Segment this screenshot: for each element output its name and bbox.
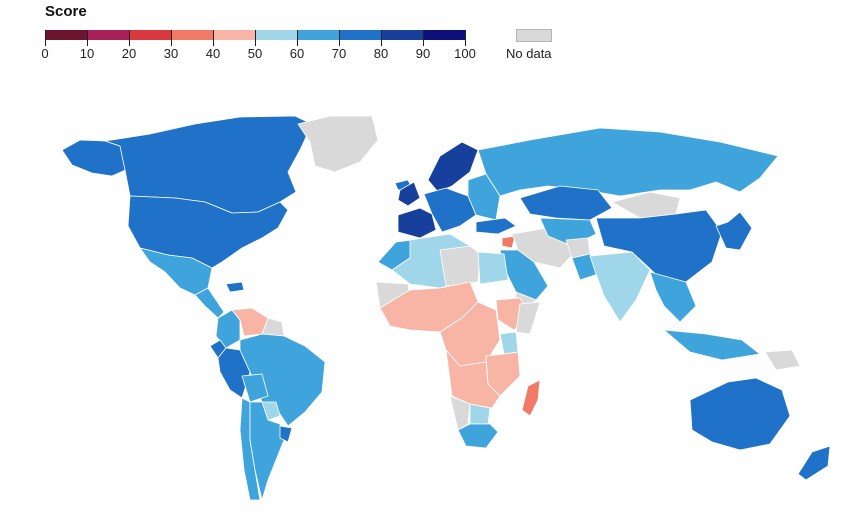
legend-swatch-3 [172, 30, 213, 40]
legend-tick-label-6: 60 [289, 46, 305, 61]
legend-swatch-4 [214, 30, 255, 40]
legend-tick-10 [465, 30, 466, 46]
region-syria [501, 235, 516, 249]
region-canada [104, 115, 313, 214]
region-australia [689, 377, 791, 451]
legend-tick-3 [171, 30, 172, 46]
legend-tick-label-2: 20 [121, 46, 137, 61]
region-india [589, 251, 651, 323]
region-namibia [449, 395, 471, 431]
no-data-swatch [516, 29, 552, 42]
region-uk-ireland [397, 181, 421, 207]
legend-swatch-8 [382, 30, 423, 40]
legend-tick-label-3: 30 [163, 46, 179, 61]
legend-tick-0 [45, 30, 46, 46]
region-botswana [469, 403, 491, 425]
legend-swatch-7 [340, 30, 381, 40]
legend-swatch-0 [46, 30, 87, 40]
legend-tick-9 [423, 30, 424, 46]
region-madagascar [521, 379, 541, 417]
region-indonesia [663, 329, 761, 361]
legend-tick-label-1: 10 [79, 46, 95, 61]
legend-swatch-5 [256, 30, 297, 40]
region-somalia [515, 301, 541, 335]
legend-tick-6 [297, 30, 298, 46]
region-southeast-asia [649, 271, 697, 323]
region-central-europe [423, 187, 477, 233]
legend-swatch-2 [130, 30, 171, 40]
region-argentina [249, 401, 285, 501]
legend-swatch-9 [424, 30, 465, 40]
legend-title: Score [45, 3, 87, 20]
region-uruguay [279, 425, 293, 443]
region-kenya [499, 331, 519, 355]
legend-tick-2 [129, 30, 130, 46]
region-kazakhstan [519, 185, 613, 221]
legend-tick-4 [213, 30, 214, 46]
region-turkey [475, 217, 517, 235]
region-central-america [194, 287, 225, 319]
region-southern-africa [445, 349, 501, 409]
region-china [595, 209, 723, 283]
legend-tick-label-5: 50 [247, 46, 263, 61]
region-egypt [477, 251, 509, 285]
legend-tick-label-4: 40 [205, 46, 221, 61]
legend-swatch-1 [88, 30, 129, 40]
legend-tick-label-7: 70 [331, 46, 347, 61]
legend-tick-5 [255, 30, 256, 46]
region-south-africa [457, 423, 499, 449]
region-greenland [297, 115, 379, 173]
region-caribbean [225, 281, 245, 293]
region-brazil [239, 333, 326, 427]
legend-tick-label-10: 100 [454, 46, 476, 61]
legend-tick-label-9: 90 [415, 46, 431, 61]
region-papua-new-guinea [764, 349, 801, 371]
world-map [61, 115, 831, 501]
legend-tick-label-0: 0 [41, 46, 49, 61]
region-france-iberia [397, 207, 437, 239]
region-korea-japan [715, 211, 753, 251]
legend-tick-7 [339, 30, 340, 46]
legend-tick-label-8: 80 [373, 46, 389, 61]
legend-tick-1 [87, 30, 88, 46]
region-russia [477, 127, 779, 197]
legend: Score 0 10 20 30 40 50 60 70 80 90 100 No data [0, 0, 620, 70]
legend-swatch-6 [298, 30, 339, 40]
legend-tick-8 [381, 30, 382, 46]
region-mongolia [611, 191, 681, 219]
no-data-label: No data [506, 46, 552, 61]
region-libya [439, 245, 481, 287]
region-new-zealand [797, 445, 831, 481]
region-bolivia [241, 373, 269, 403]
